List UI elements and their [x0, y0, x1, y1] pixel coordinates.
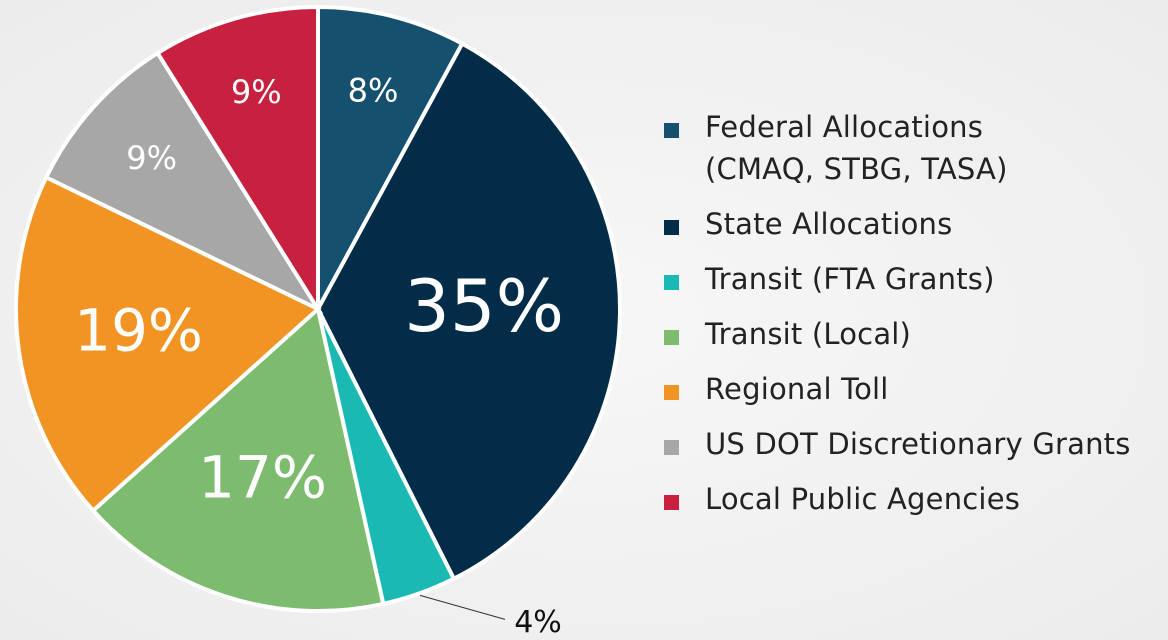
pie-slice: [154, 4, 320, 316]
legend-swatch: [664, 123, 679, 138]
data-label: 9%: [231, 73, 282, 111]
legend-swatch: [664, 495, 679, 510]
legend-item: US DOT Discretionary Grants: [664, 423, 1131, 465]
pie-slice: [316, 4, 465, 310]
legend: Federal Allocations (CMAQ, STBG, TASA) St…: [664, 106, 1131, 533]
legend-label: Transit (Local): [705, 317, 912, 351]
legend-item: Transit (Local): [664, 313, 1131, 355]
leader-line: [419, 594, 506, 620]
pie-slice: [14, 174, 322, 514]
legend-swatch: [664, 385, 679, 400]
legend-label: Regional Toll: [705, 372, 889, 406]
data-label: 9%: [126, 139, 177, 177]
legend-label: State Allocations: [705, 207, 953, 241]
legend-item: Federal Allocations (CMAQ, STBG, TASA): [664, 106, 1131, 190]
pie-slice: [90, 305, 386, 613]
legend-label: Federal Allocations (CMAQ, STBG, TASA): [705, 110, 1008, 186]
legend-swatch: [664, 275, 679, 290]
data-label: 8%: [348, 71, 399, 109]
data-label: 35%: [404, 264, 564, 348]
legend-item: State Allocations: [664, 203, 1131, 245]
pie-slice: [43, 50, 324, 314]
data-label: 4%: [514, 605, 562, 640]
legend-label: US DOT Discretionary Grants: [705, 427, 1131, 461]
legend-swatch: [664, 330, 679, 345]
legend-label: Transit (FTA Grants): [705, 262, 995, 296]
data-label: 19%: [74, 296, 203, 364]
legend-swatch: [664, 440, 679, 455]
legend-item: Regional Toll: [664, 368, 1131, 410]
data-label: 17%: [198, 444, 327, 512]
pie-slice: [315, 40, 622, 582]
legend-item: Local Public Agencies: [664, 478, 1131, 520]
legend-label: Local Public Agencies: [705, 482, 1021, 516]
legend-item: Transit (FTA Grants): [664, 258, 1131, 300]
legend-swatch: [664, 220, 679, 235]
